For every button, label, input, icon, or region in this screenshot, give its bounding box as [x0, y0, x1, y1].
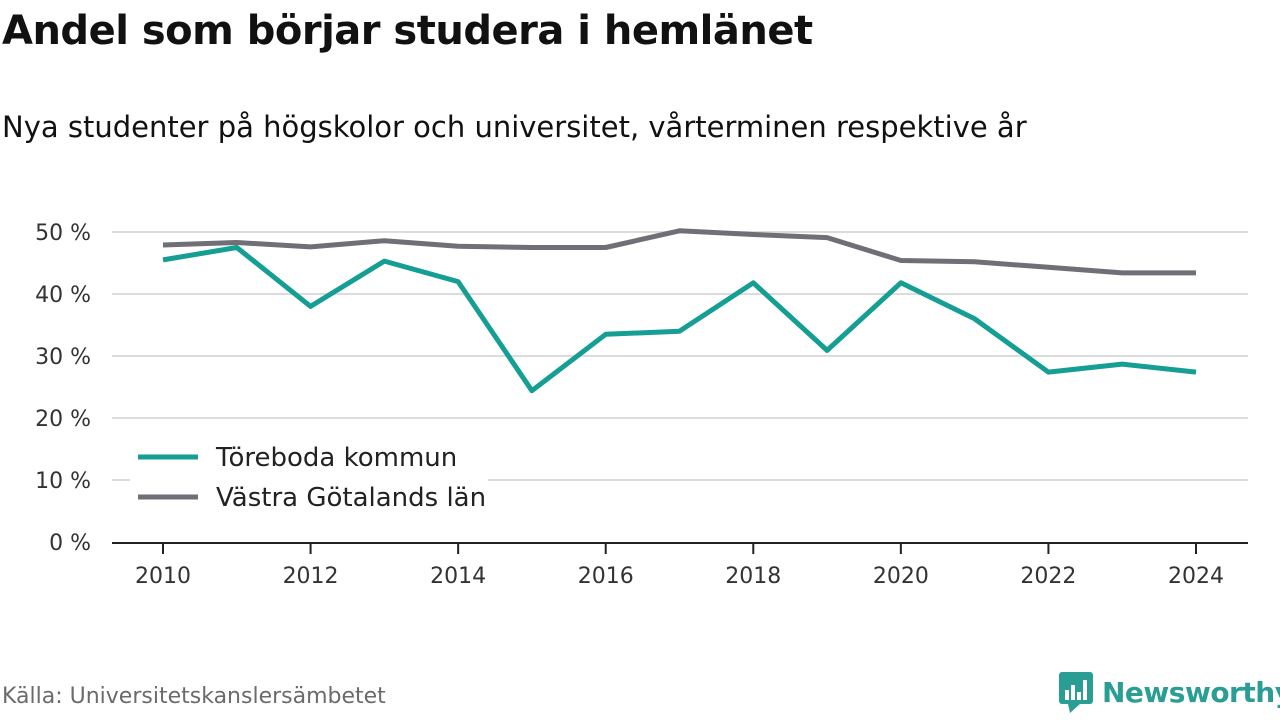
chart-subtitle: Nya studenter på högskolor och universit… [2, 110, 1027, 144]
x-tick-label: 2024 [1168, 564, 1224, 589]
y-tick-label: 20 % [35, 407, 91, 432]
series-lines [162, 228, 1197, 394]
brand-logo: Newsworthy [1058, 670, 1280, 714]
newsworthy-logo-icon [1059, 672, 1093, 713]
y-tick-label: 50 % [35, 221, 91, 246]
chart-title: Andel som börjar studera i hemlänet [2, 8, 813, 54]
y-tick-label: 0 % [49, 531, 91, 556]
x-tick-label: 2022 [1020, 564, 1076, 589]
source-note: Källa: Universitetskanslersämbetet [2, 684, 386, 709]
x-tick-label: 2018 [725, 564, 781, 589]
x-tick-label: 2020 [873, 564, 929, 589]
series-line [162, 228, 1196, 276]
x-tick-label: 2010 [135, 564, 191, 589]
brand-name: Newsworthy [1102, 675, 1280, 709]
x-tick-label: 2014 [430, 564, 486, 589]
legend-label: Töreboda kommun [215, 443, 457, 473]
y-axis-labels: 0 % 10 % 20 % 30 % 40 % 50 % [35, 221, 91, 556]
y-tick-label: 40 % [35, 283, 91, 308]
legend-label: Västra Götalands län [216, 483, 486, 513]
y-tick-label: 30 % [35, 345, 91, 370]
series-line [162, 245, 1197, 394]
x-tick-label: 2016 [578, 564, 634, 589]
legend: Töreboda kommun Västra Götalands län [130, 438, 488, 520]
line-chart: 0 % 10 % 20 % 30 % 40 % 50 % 2010 2012 2014 2016… [35, 221, 1248, 589]
x-axis: 2010 2012 2014 2016 2018 2020 2022 2024 [112, 542, 1248, 589]
legend-background [130, 438, 488, 520]
x-tick-label: 2012 [283, 564, 339, 589]
y-tick-label: 10 % [35, 469, 91, 494]
